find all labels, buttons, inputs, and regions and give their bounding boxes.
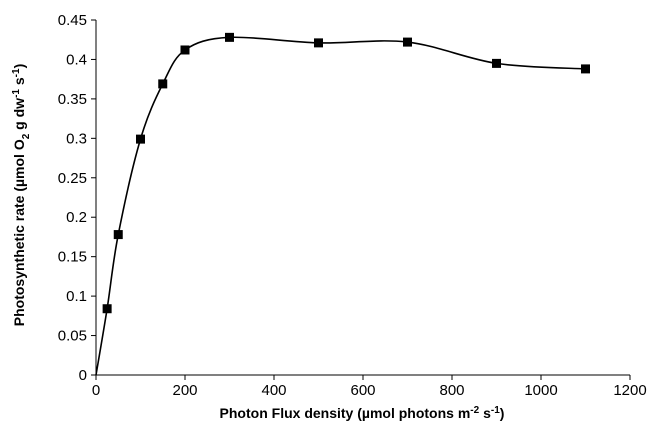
y-tick-label: 0.1 (66, 288, 87, 305)
x-tick-label: 0 (92, 382, 100, 399)
x-tick-label: 800 (439, 382, 464, 399)
y-tick-label: 0.2 (66, 209, 87, 226)
y-tick-label: 0.35 (58, 91, 87, 108)
y-axis: 0 0.05 0.1 0.15 0.2 0.25 0.3 0.35 0.4 0.45 (58, 12, 96, 384)
series-line (95, 36, 586, 376)
data-point (225, 32, 234, 42)
y-tick-label: 0 (79, 367, 87, 384)
data-point (314, 38, 323, 48)
series (95, 32, 590, 376)
data-point (136, 134, 145, 144)
x-axis: 0 200 400 600 800 1000 1200 (92, 375, 647, 399)
data-point (113, 230, 123, 240)
data-point (102, 304, 112, 314)
x-axis-title: Photon Flux density (µmol photons m-2 s-… (220, 405, 505, 421)
y-tick-label: 0.45 (58, 12, 87, 29)
data-point (492, 58, 501, 68)
y-tick-label: 0.15 (58, 249, 87, 266)
y-axis-title: Photosynthetic rate (µmol O2 g dw-1 s-1) (11, 64, 32, 327)
x-tick-label: 600 (350, 382, 375, 399)
y-tick-label: 0.25 (58, 170, 87, 187)
data-point (403, 37, 412, 47)
x-tick-label: 400 (261, 382, 286, 399)
x-tick-label: 1200 (613, 382, 646, 399)
data-point (180, 45, 190, 55)
data-point (158, 79, 168, 89)
data-point (581, 64, 590, 74)
y-tick-label: 0.4 (66, 51, 87, 68)
y-tick-label: 0.3 (66, 130, 87, 147)
y-tick-label: 0.05 (58, 328, 87, 345)
x-tick-label: 200 (172, 382, 197, 399)
plot-area (95, 20, 630, 376)
x-tick-label: 1000 (524, 382, 557, 399)
